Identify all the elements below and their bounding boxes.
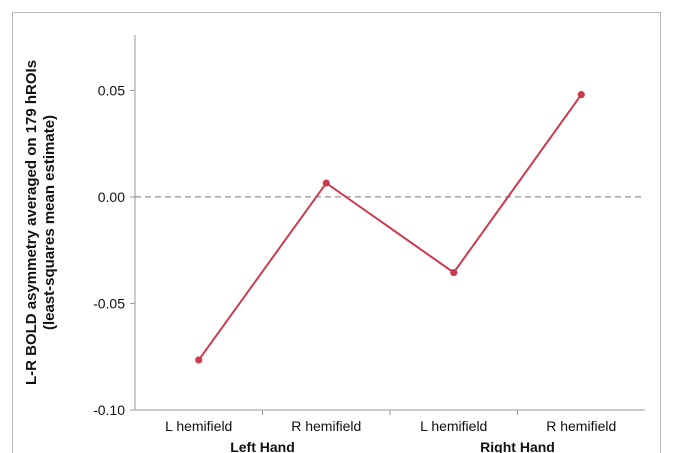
data-point [195, 356, 203, 364]
chart-frame [12, 12, 661, 453]
y-ticks: -0.10 -0.05 0.00 0.05 [93, 82, 135, 418]
x-group-label: Right Hand [480, 439, 555, 453]
x-group-labels: Left Hand Right Hand [230, 439, 555, 453]
y-axis-label-line1: L-R BOLD asymmetry averaged on 179 hROIs [23, 60, 40, 385]
data-points [195, 91, 585, 364]
y-tick-label: -0.10 [93, 402, 125, 418]
series-line [197, 94, 583, 361]
x-category-label: R hemifield [546, 418, 616, 434]
y-tick-label: -0.05 [93, 295, 125, 311]
x-category-label: R hemifield [291, 418, 361, 434]
axes [134, 35, 645, 411]
x-category-label: L hemifield [420, 418, 487, 434]
data-point [322, 179, 330, 187]
data-point [450, 268, 458, 277]
data-point [577, 91, 585, 99]
y-tick-label: 0.00 [98, 189, 125, 205]
y-axis-label-line2: (least-squares mean estimate) [41, 115, 58, 330]
x-category-label: L hemifield [165, 418, 232, 434]
x-group-label: Left Hand [230, 439, 295, 453]
y-tick-label: 0.05 [98, 82, 125, 98]
x-category-labels: L hemifield R hemifield L hemifield R hemif… [165, 410, 616, 434]
